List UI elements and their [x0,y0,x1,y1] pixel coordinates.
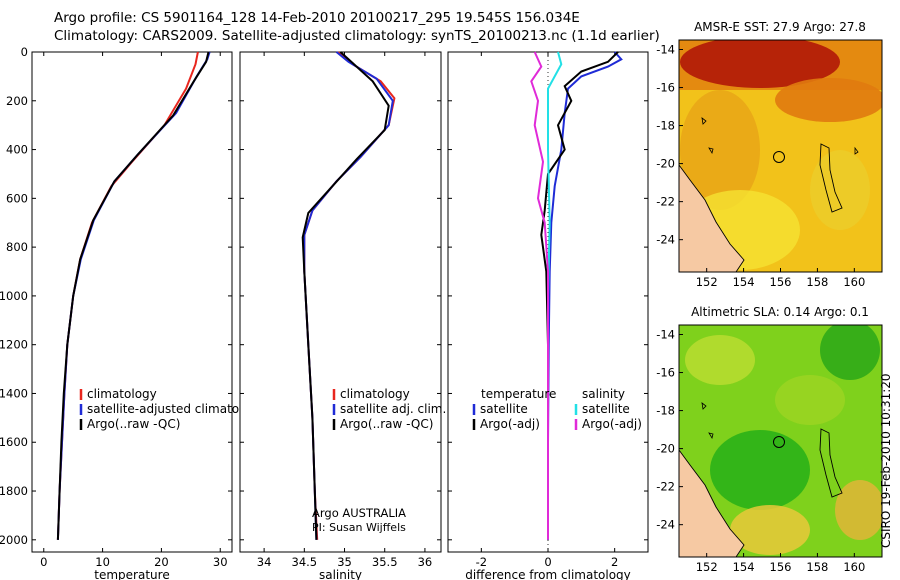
depth-tick-label: 2000 [0,533,28,547]
salinity-legend-item: Argo(..raw -QC) [340,417,433,431]
annotation-institution: Argo AUSTRALIA [312,506,406,520]
sst-hot-patch [680,40,840,88]
panel-salinity: 34 34.5 35 35.5 36 salinity climatologysatelli… [239,51,446,580]
header-line-1: Argo profile: CS 5901164_128 14-Feb-2010… [54,10,580,26]
difference-xlabel: difference from climatology [465,568,631,580]
sla-map-lat-label: -20 [656,442,675,456]
sst-map-lon-label: 160 [843,275,865,289]
salinity-legend-item: climatology [340,387,410,401]
temperature-legend-item: Argo(..raw -QC) [87,417,180,431]
difference-legend-item: satellite [582,402,630,416]
depth-tick-label: 600 [6,191,28,205]
sla-map-title: Altimetric SLA: 0.14 Argo: 0.1 [691,305,869,319]
argo-position-marker [773,151,785,163]
sst-map-lat-label: -20 [656,157,675,171]
difference-series-3 [530,51,549,540]
sla-map-lat-label: -14 [656,328,675,342]
temperature-xtick-label: 0 [40,555,47,569]
sst-map-axes: 152 154 156 158 160 -14 -16 -18 -20 -22 -24 [656,43,865,289]
depth-tick-label: 1400 [0,386,28,400]
depth-tick-label: 0 [21,45,28,59]
sla-map-lat-label: -24 [656,518,675,532]
salinity-xtick-label: 35.5 [372,555,398,569]
sla-map-lat-label: -18 [656,404,675,418]
sst-map-lat-label: -16 [656,81,675,95]
sla-map-lat-label: -16 [656,366,675,380]
sla-map [678,324,883,558]
difference-legend-item: Argo(-adj) [582,417,642,431]
sla-map-lon-label: 154 [733,560,755,574]
temperature-legend-item: climatology [87,387,157,401]
sst-map [678,39,883,273]
depth-tick-label: 800 [6,240,28,254]
sla-map-axes: 152 154 156 158 160 -14 -16 -18 -20 -22 -24 [656,328,865,574]
salinity-legend-item: satellite adj. clim. [340,402,446,416]
sst-map-lat-label: -22 [656,195,675,209]
salinity-axes-box [239,51,442,553]
temperature-axes-box [31,51,233,553]
legend-title-salinity: salinity [582,387,625,401]
reef-outline [819,143,843,213]
sst-map-lon-label: 156 [770,275,792,289]
salinity-xtick-label: 34 [257,555,272,569]
depth-tick-label: 1200 [0,338,28,352]
sst-map-lon-label: 158 [806,275,828,289]
difference-xtick-label: 0 [544,555,551,569]
temperature-xtick-label: 20 [154,555,169,569]
difference-legend-item: Argo(-adj) [480,417,540,431]
salinity-xtick-label: 36 [418,555,433,569]
argo-position-marker-sla [773,436,785,448]
salinity-series-2 [301,51,390,540]
land-australia [679,165,744,272]
sst-map-lat-label: -14 [656,43,675,57]
depth-tick-label: 400 [6,143,28,157]
temperature-xlabel: temperature [94,568,169,580]
salinity-xlabel: salinity [319,568,362,580]
header-line-2: Climatology: CARS2009. Satellite-adjuste… [54,28,660,44]
sla-map-lat-label: -22 [656,480,675,494]
timestamp-stamp: CSIRO 19-Feb-2010 10:31:20 [879,373,893,548]
difference-xtick-label: 2 [611,555,618,569]
temperature-xtick-label: 10 [95,555,110,569]
sst-map-title: AMSR-E SST: 27.9 Argo: 27.8 [694,20,866,34]
difference-legend-item: satellite [480,402,528,416]
depth-tick-label: 1000 [0,289,28,303]
temperature-xtick-label: 30 [213,555,228,569]
salinity-xtick-label: 34.5 [292,555,318,569]
legend-title-temperature: temperature [481,387,556,401]
temperature-legend-item: satellite-adjusted climatology [87,402,265,416]
sla-map-lon-label: 158 [806,560,828,574]
panel-temperature: 0 10 20 30 0 200 400 600 800 1000 1200 1400 1600 1800… [0,45,265,580]
sla-map-lon-label: 152 [696,560,718,574]
reef-outline-sla [819,428,843,498]
land-australia-sla [679,450,744,557]
depth-tick-label: 1800 [0,484,28,498]
difference-xtick-label: -2 [476,555,487,569]
sst-map-lat-label: -18 [656,119,675,133]
depth-tick-label: 1600 [0,435,28,449]
sst-map-lon-label: 152 [696,275,718,289]
sla-map-lon-label: 156 [770,560,792,574]
annotation-pi: PI: Susan Wijffels [312,521,406,534]
temperature-series-2 [56,51,210,540]
sst-map-lat-label: -24 [656,233,675,247]
sla-map-lon-label: 160 [843,560,865,574]
salinity-xtick-label: 35 [337,555,352,569]
depth-tick-label: 200 [6,94,28,108]
sst-map-lon-label: 154 [733,275,755,289]
